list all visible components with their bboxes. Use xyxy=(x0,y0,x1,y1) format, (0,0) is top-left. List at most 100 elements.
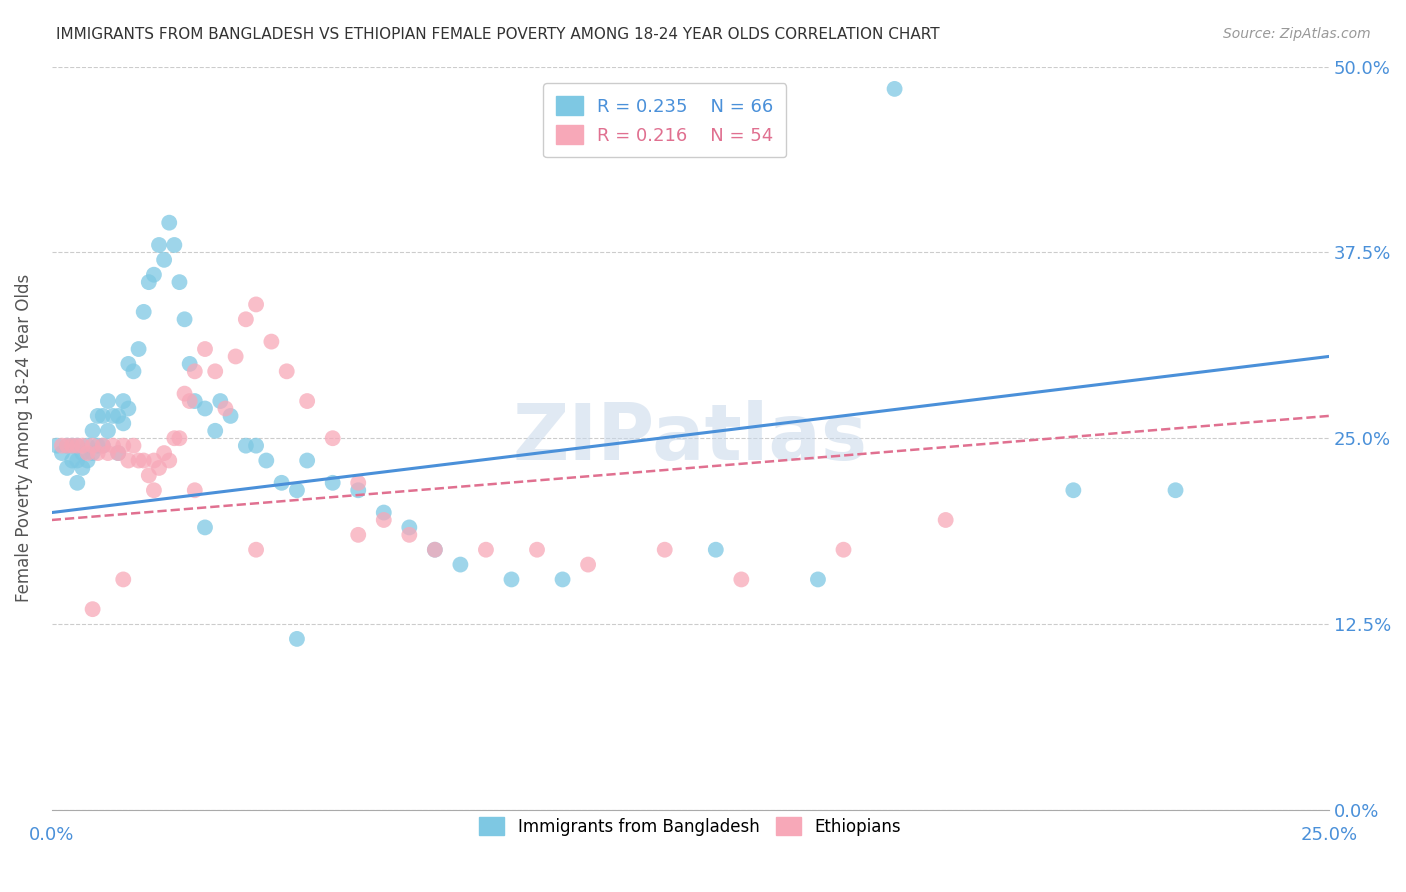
Point xyxy=(235,439,257,453)
Point xyxy=(373,506,395,520)
Point xyxy=(270,475,292,490)
Point xyxy=(1164,483,1187,498)
Point xyxy=(654,542,676,557)
Point xyxy=(76,439,98,453)
Point xyxy=(60,439,83,453)
Point xyxy=(347,528,370,542)
Point xyxy=(276,364,298,378)
Point xyxy=(179,357,201,371)
Point xyxy=(285,632,308,646)
Point xyxy=(285,483,308,498)
Point xyxy=(214,401,236,416)
Point xyxy=(128,453,150,467)
Point xyxy=(153,446,176,460)
Point xyxy=(173,386,195,401)
Point xyxy=(112,394,135,409)
Point xyxy=(87,409,110,423)
Point xyxy=(245,297,267,311)
Point xyxy=(148,238,170,252)
Text: IMMIGRANTS FROM BANGLADESH VS ETHIOPIAN FEMALE POVERTY AMONG 18-24 YEAR OLDS COR: IMMIGRANTS FROM BANGLADESH VS ETHIOPIAN … xyxy=(56,27,939,42)
Point xyxy=(157,216,180,230)
Point xyxy=(179,394,201,409)
Point xyxy=(142,268,165,282)
Point xyxy=(1062,483,1084,498)
Point xyxy=(398,528,420,542)
Point xyxy=(935,513,957,527)
Point xyxy=(82,439,104,453)
Point xyxy=(204,424,226,438)
Point xyxy=(112,417,135,431)
Point xyxy=(807,573,830,587)
Point xyxy=(169,275,191,289)
Text: 0.0%: 0.0% xyxy=(30,826,75,844)
Point xyxy=(163,431,186,445)
Point xyxy=(169,431,191,445)
Point xyxy=(60,439,83,453)
Point xyxy=(107,446,129,460)
Point xyxy=(76,453,98,467)
Point xyxy=(254,453,277,467)
Point xyxy=(142,453,165,467)
Point xyxy=(184,364,207,378)
Point xyxy=(260,334,283,349)
Point xyxy=(128,342,150,356)
Point xyxy=(347,475,370,490)
Point xyxy=(730,573,752,587)
Point xyxy=(245,542,267,557)
Point xyxy=(295,394,318,409)
Point xyxy=(225,350,247,364)
Point xyxy=(72,461,94,475)
Point xyxy=(72,446,94,460)
Point xyxy=(449,558,471,572)
Text: Source: ZipAtlas.com: Source: ZipAtlas.com xyxy=(1223,27,1371,41)
Point xyxy=(117,401,139,416)
Point xyxy=(475,542,498,557)
Point xyxy=(56,439,79,453)
Text: ZIPatlas: ZIPatlas xyxy=(513,401,868,476)
Point xyxy=(76,446,98,460)
Point xyxy=(138,275,160,289)
Point xyxy=(87,439,110,453)
Y-axis label: Female Poverty Among 18-24 Year Olds: Female Poverty Among 18-24 Year Olds xyxy=(15,274,32,602)
Point xyxy=(82,424,104,438)
Point xyxy=(117,453,139,467)
Point xyxy=(122,364,145,378)
Point xyxy=(117,357,139,371)
Text: 25.0%: 25.0% xyxy=(1301,826,1357,844)
Point xyxy=(91,439,114,453)
Point xyxy=(122,439,145,453)
Point xyxy=(423,542,446,557)
Point xyxy=(138,468,160,483)
Point xyxy=(194,342,217,356)
Point xyxy=(97,446,120,460)
Point xyxy=(56,439,79,453)
Point xyxy=(112,573,135,587)
Point xyxy=(347,483,370,498)
Point xyxy=(91,439,114,453)
Point xyxy=(194,401,217,416)
Point xyxy=(576,558,599,572)
Point xyxy=(132,305,155,319)
Point xyxy=(322,475,344,490)
Point xyxy=(97,394,120,409)
Point xyxy=(91,409,114,423)
Point xyxy=(142,483,165,498)
Point xyxy=(51,446,73,460)
Point xyxy=(97,424,120,438)
Point xyxy=(526,542,548,557)
Point xyxy=(66,475,89,490)
Point xyxy=(66,439,89,453)
Point xyxy=(322,431,344,445)
Point xyxy=(153,252,176,267)
Point xyxy=(173,312,195,326)
Point xyxy=(51,439,73,453)
Point xyxy=(832,542,855,557)
Point xyxy=(373,513,395,527)
Point xyxy=(209,394,232,409)
Point xyxy=(132,453,155,467)
Point xyxy=(883,82,905,96)
Point xyxy=(204,364,226,378)
Point xyxy=(219,409,242,423)
Point xyxy=(194,520,217,534)
Point xyxy=(82,446,104,460)
